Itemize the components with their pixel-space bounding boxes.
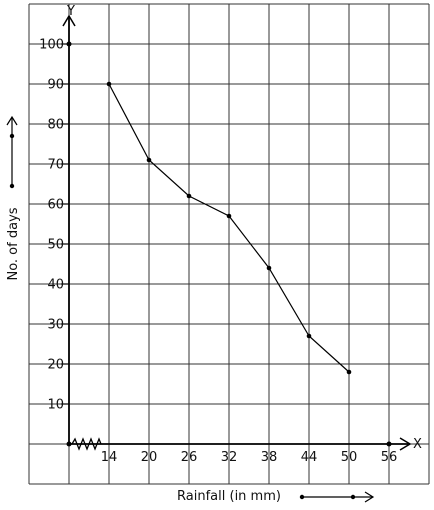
x-direction-arrow-head — [364, 491, 375, 503]
data-series — [106, 81, 352, 375]
x-axis-end-dot — [386, 441, 392, 447]
x-tick-label: 56 — [381, 450, 398, 465]
tick-labels: 10 20 30 40 50 60 70 80 90 100 14 20 26 32 38 44 50 56 — [39, 38, 397, 466]
data-point — [146, 157, 152, 163]
axis-labels: Y X Rainfall (in mm) No. of days — [6, 4, 422, 504]
origin-dot — [66, 441, 72, 447]
data-point — [346, 369, 352, 375]
data-point — [226, 213, 232, 219]
data-point — [106, 81, 112, 87]
axes — [62, 14, 412, 451]
y-axis-letter: Y — [66, 4, 75, 19]
y-tick-label: 10 — [47, 398, 64, 413]
y-tick-label: 90 — [47, 78, 64, 93]
y-direction-arrow-dot — [9, 183, 15, 189]
grid — [28, 3, 430, 485]
y-direction-arrow-head — [6, 115, 18, 126]
y-tick-label: 50 — [47, 238, 64, 253]
data-point — [306, 333, 312, 339]
x-tick-label: 32 — [221, 450, 238, 465]
x-axis-label: Rainfall (in mm) — [177, 489, 281, 504]
y-direction-arrow-dot — [9, 133, 15, 139]
y-tick-label: 80 — [47, 118, 64, 133]
y-tick-label: 60 — [47, 198, 64, 213]
x-tick-label: 50 — [341, 450, 358, 465]
data-point — [266, 265, 272, 271]
data-point — [186, 193, 192, 199]
x-axis-arrow — [399, 437, 412, 451]
x-direction-arrow-dot — [350, 494, 356, 500]
y-axis-label: No. of days — [6, 207, 21, 280]
x-axis-letter: X — [413, 437, 422, 452]
y-axis-arrow — [62, 14, 76, 27]
x-direction-arrow-dot — [299, 494, 305, 500]
y-tick-label: 70 — [47, 158, 64, 173]
x-tick-label: 44 — [301, 450, 318, 465]
x-tick-label: 14 — [101, 450, 118, 465]
y-tick-label: 40 — [47, 278, 64, 293]
x-tick-label: 38 — [261, 450, 278, 465]
x-tick-label: 26 — [181, 450, 198, 465]
y-tick-label: 20 — [47, 358, 64, 373]
x-tick-label: 20 — [141, 450, 158, 465]
y-tick-label: 30 — [47, 318, 64, 333]
x-axis-break-zigzag — [71, 437, 102, 451]
y-tick-label: 100 — [39, 38, 64, 53]
